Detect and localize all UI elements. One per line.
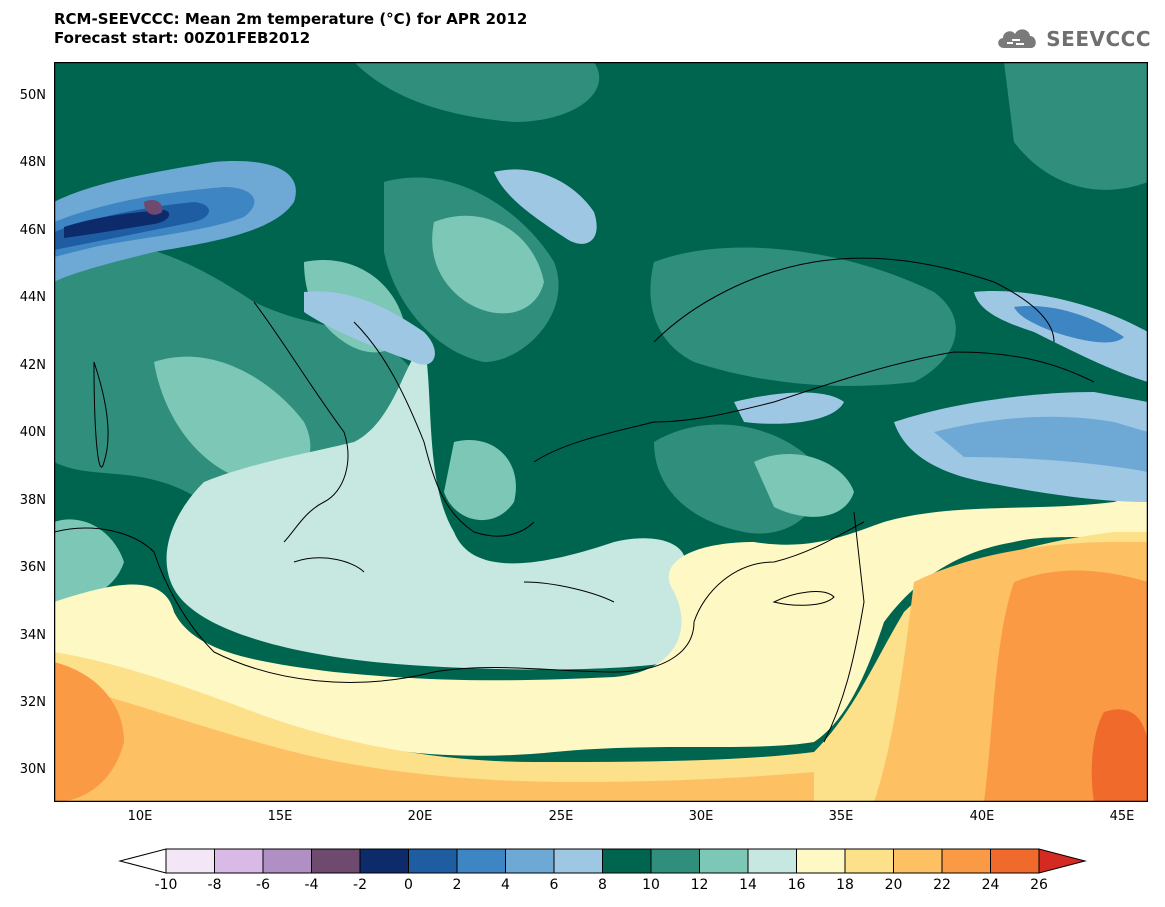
colorbar-swatch — [359, 848, 409, 874]
colorbar-label: 12 — [690, 877, 709, 893]
colorbar-label: -6 — [256, 877, 270, 893]
colorbar-label: 0 — [404, 877, 413, 893]
title-line-1: RCM-SEEVCCC: Mean 2m temperature (°C) fo… — [54, 10, 528, 28]
colorbar-swatch — [747, 848, 797, 874]
map-ticks — [54, 62, 1148, 802]
colorbar-swatch — [602, 848, 652, 874]
lat-label: 42N — [19, 358, 46, 373]
cloud-icon — [994, 22, 1040, 56]
lat-label: 36N — [19, 560, 46, 575]
colorbar-label: 20 — [884, 877, 903, 893]
lon-label: 10E — [127, 809, 153, 824]
colorbar-label: 8 — [598, 877, 607, 893]
lat-label: 46N — [19, 223, 46, 238]
colorbar-swatch — [990, 848, 1040, 874]
colorbar-label: 14 — [739, 877, 757, 893]
colorbar-label: 10 — [642, 877, 660, 893]
colorbar-over-triangle — [1038, 848, 1087, 874]
lon-label: 35E — [828, 809, 854, 824]
colorbar-label: 26 — [1030, 877, 1048, 893]
title-line-2: Forecast start: 00Z01FEB2012 — [54, 29, 311, 47]
colorbar-swatch — [214, 848, 264, 874]
colorbar-swatch — [165, 848, 215, 874]
colorbar-swatch — [456, 848, 506, 874]
colorbar-label: -10 — [154, 877, 178, 893]
colorbar-swatch — [893, 848, 943, 874]
logo-text: SEEVCCC — [1046, 27, 1151, 51]
colorbar-label: 4 — [501, 877, 510, 893]
lat-label: 48N — [19, 155, 46, 170]
seevccc-logo: SEEVCCC — [994, 22, 1151, 56]
lat-label: 50N — [19, 88, 46, 103]
colorbar-swatch — [941, 848, 991, 874]
colorbar-swatch — [699, 848, 749, 874]
coastlines — [54, 257, 1095, 743]
lon-label: 15E — [267, 809, 293, 824]
map-canvas — [54, 62, 1148, 802]
colorbar-swatch — [796, 848, 846, 874]
map-title: RCM-SEEVCCC: Mean 2m temperature (°C) fo… — [54, 10, 527, 48]
colorbar-under-triangle — [118, 848, 167, 874]
colorbar-label: 18 — [836, 877, 854, 893]
colorbar-swatch — [650, 848, 700, 874]
lat-label: 38N — [19, 493, 46, 508]
lon-label: 25E — [548, 809, 574, 824]
colorbar-swatch — [553, 848, 603, 874]
colorbar-label: -4 — [304, 877, 319, 893]
colorbar-label: 16 — [787, 877, 806, 893]
lat-label: 30N — [19, 762, 46, 777]
lat-label: 32N — [19, 695, 46, 710]
lat-label: 40N — [19, 425, 46, 440]
lon-label: 30E — [688, 809, 714, 824]
colorbar-swatch — [408, 848, 458, 874]
colorbar-label: -8 — [207, 877, 222, 893]
lon-label: 40E — [969, 809, 995, 824]
colorbar-label: -2 — [353, 877, 367, 893]
colorbar-label: 6 — [549, 877, 559, 893]
colorbar-label: 24 — [981, 877, 1000, 893]
colorbar-label: 22 — [933, 877, 951, 893]
lon-label: 45E — [1109, 809, 1135, 824]
temperature-map — [54, 62, 1148, 802]
colorbar-swatch — [505, 848, 555, 874]
colorbar-swatch — [844, 848, 894, 874]
lat-label: 34N — [19, 628, 46, 643]
lat-label: 44N — [19, 290, 46, 305]
colorbar-swatch — [262, 848, 312, 874]
colorbar-swatch — [311, 848, 361, 874]
lon-label: 20E — [407, 809, 433, 824]
colorbar-label: 2 — [452, 877, 462, 893]
